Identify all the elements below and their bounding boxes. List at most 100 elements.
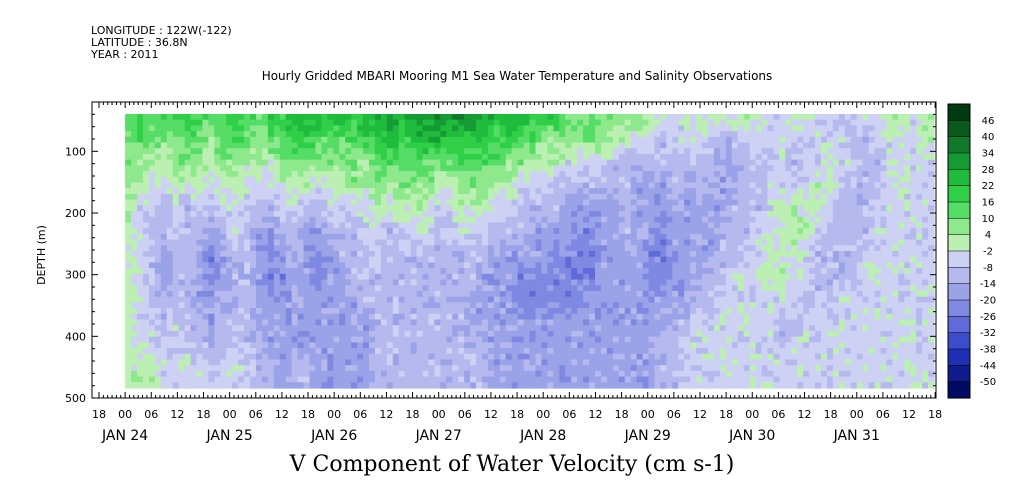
heatmap-cell xyxy=(880,262,888,269)
heatmap-cell xyxy=(523,176,531,184)
heatmap-cell xyxy=(583,222,590,229)
heatmap-cell xyxy=(773,114,780,121)
heatmap-cell xyxy=(208,153,215,161)
heatmap-cell xyxy=(160,165,168,172)
heatmap-cell xyxy=(208,165,215,172)
heatmap-cell xyxy=(452,182,459,189)
heatmap-cell xyxy=(684,296,691,303)
heatmap-cell xyxy=(214,182,221,189)
heatmap-cell xyxy=(511,228,519,235)
heatmap-cell xyxy=(142,205,150,212)
heatmap-cell xyxy=(309,199,317,206)
heatmap-cell xyxy=(767,262,775,269)
heatmap-cell xyxy=(297,114,305,121)
heatmap-cell xyxy=(838,308,846,315)
heatmap-cell xyxy=(666,114,673,121)
heatmap-cell xyxy=(285,319,293,326)
heatmap-cell xyxy=(797,233,804,241)
heatmap-cell xyxy=(321,114,328,121)
heatmap-cell xyxy=(166,165,174,172)
heatmap-cell xyxy=(172,233,180,241)
heatmap-cell xyxy=(856,153,864,161)
heatmap-cell xyxy=(267,290,275,298)
heatmap-cell xyxy=(357,153,364,161)
heatmap-cell xyxy=(785,199,792,206)
heatmap-cell xyxy=(523,159,531,166)
heatmap-cell xyxy=(571,165,578,172)
heatmap-cell xyxy=(672,114,679,121)
heatmap-cell xyxy=(719,136,727,144)
heatmap-cell xyxy=(142,251,150,258)
heatmap-cell xyxy=(244,125,251,132)
heatmap-cell xyxy=(892,233,899,241)
heatmap-cell xyxy=(160,319,168,326)
heatmap-cell xyxy=(719,159,727,166)
heatmap-cell xyxy=(422,211,430,218)
heatmap-cell xyxy=(458,256,465,264)
heatmap-cell xyxy=(428,279,436,286)
heatmap-cell xyxy=(630,239,638,246)
heatmap-cell xyxy=(624,171,632,178)
heatmap-cell xyxy=(666,245,673,252)
heatmap-cell xyxy=(172,114,180,121)
heatmap-cell xyxy=(874,211,882,218)
heatmap-cell xyxy=(684,308,691,315)
heatmap-cell xyxy=(303,193,311,201)
heatmap-cell xyxy=(815,114,822,121)
heatmap-cell xyxy=(755,171,763,178)
heatmap-cell xyxy=(142,119,150,127)
heatmap-cell xyxy=(767,131,775,138)
heatmap-cell xyxy=(624,199,632,206)
heatmap-cell xyxy=(178,222,186,229)
heatmap-cell xyxy=(220,153,227,161)
heatmap-cell xyxy=(261,228,269,235)
heatmap-cell xyxy=(470,245,477,252)
heatmap-cell xyxy=(172,216,180,224)
heatmap-cell xyxy=(493,251,501,258)
heatmap-cell xyxy=(148,159,156,166)
heatmap-cell xyxy=(779,285,786,292)
heatmap-cell xyxy=(244,251,251,258)
heatmap-cell xyxy=(904,114,911,121)
heatmap-cell xyxy=(737,165,745,172)
heatmap-cell xyxy=(434,148,441,155)
heatmap-cell xyxy=(351,171,358,178)
heatmap-cell xyxy=(922,142,929,149)
heatmap-cell xyxy=(166,205,174,212)
heatmap-cell xyxy=(850,193,858,201)
heatmap-cell xyxy=(214,245,221,252)
heatmap-cell xyxy=(589,245,596,252)
heatmap-cell xyxy=(815,308,822,315)
heatmap-cell xyxy=(487,211,495,218)
heatmap-cell xyxy=(535,256,543,264)
heatmap-cell xyxy=(416,319,424,326)
heatmap-cell xyxy=(410,148,418,155)
heatmap-cell xyxy=(702,239,709,246)
heatmap-cell xyxy=(178,171,186,178)
heatmap-cell xyxy=(154,245,162,252)
heatmap-cell xyxy=(178,125,186,132)
heatmap-cell xyxy=(493,273,501,281)
heatmap-cell xyxy=(636,319,644,326)
heatmap-cell xyxy=(529,171,537,178)
heatmap-cell xyxy=(928,308,935,315)
heatmap-cell xyxy=(160,228,168,235)
heatmap-cell xyxy=(154,290,162,298)
heatmap-cell xyxy=(267,296,275,303)
heatmap-cell xyxy=(309,148,317,155)
heatmap-cell xyxy=(565,205,572,212)
heatmap-cell xyxy=(446,171,453,178)
heatmap-cell xyxy=(826,262,834,269)
heatmap-cell xyxy=(529,199,537,206)
heatmap-cell xyxy=(137,256,144,264)
heatmap-cell xyxy=(178,182,186,189)
heatmap-cell xyxy=(583,239,590,246)
heatmap-cell xyxy=(767,251,775,258)
heatmap-cell xyxy=(255,153,263,161)
heatmap-cell xyxy=(154,279,162,286)
heatmap-cell xyxy=(773,142,780,149)
heatmap-cell xyxy=(594,273,602,281)
heatmap-cell xyxy=(785,308,792,315)
heatmap-cell xyxy=(904,193,911,201)
heatmap-cell xyxy=(172,211,180,218)
